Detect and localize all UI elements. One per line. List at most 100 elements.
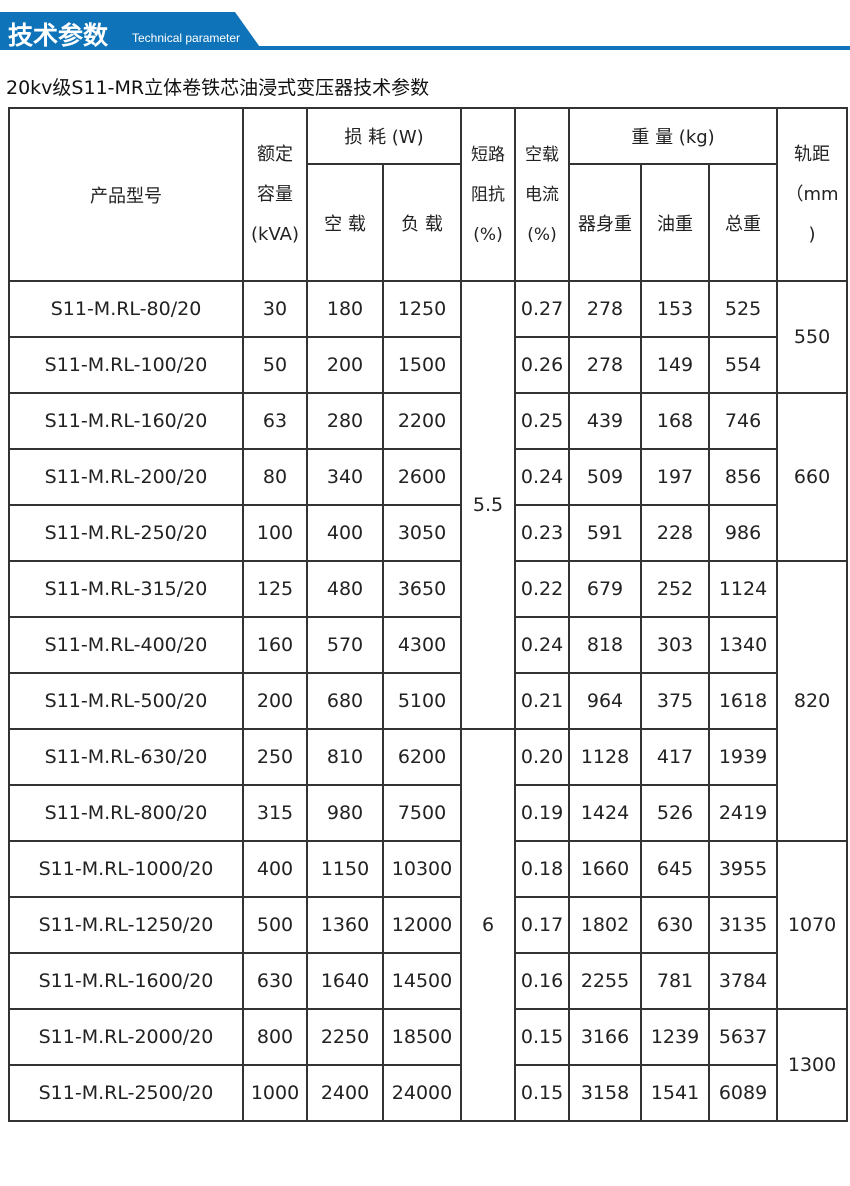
header-impedance: 短路 阻抗 (%) [460,107,517,282]
cell-weight-total: 1124 [708,560,779,618]
cell-noload-current: 0.20 [514,728,571,786]
header-loss-load: 负 载 [381,163,463,282]
cell-loss-load: 1500 [381,336,463,394]
cell-noload-current: 0.18 [514,840,571,898]
cell-weight-oil: 375 [640,672,711,730]
cell-model: S11-M.RL-500/20 [8,672,244,730]
cell-model: S11-M.RL-250/20 [8,504,244,562]
cell-weight-total: 525 [708,280,779,338]
cell-loss-load: 1250 [381,280,463,338]
cell-model: S11-M.RL-160/20 [8,392,244,450]
cell-weight-oil: 645 [640,840,711,898]
cell-model: S11-M.RL-400/20 [8,616,244,674]
cell-weight-body: 278 [568,336,643,394]
banner-line [0,46,850,50]
cell-weight-body: 964 [568,672,643,730]
cell-loss-noload: 810 [306,728,384,786]
cell-weight-total: 554 [708,336,779,394]
cell-weight-total: 3135 [708,896,779,954]
cell-loss-noload: 2400 [306,1064,384,1122]
cell-weight-total: 1618 [708,672,779,730]
cell-capacity: 250 [242,728,308,786]
table-row: S11-M.RL-250/20 100 400 3050 0.23 591 228 986 [8,504,847,562]
cell-loss-load: 2200 [381,392,463,450]
cell-capacity: 200 [242,672,308,730]
cell-capacity: 800 [242,1008,308,1066]
cell-capacity: 400 [242,840,308,898]
cell-loss-load: 3050 [381,504,463,562]
cell-weight-body: 509 [568,448,643,506]
cell-noload-current: 0.26 [514,336,571,394]
table-row: S11-M.RL-200/20 80 340 2600 0.24 509 197 856 [8,448,847,506]
table-row: S11-M.RL-80/20 30 180 1250 5.5 0.27 278 153 525 5… [8,280,849,730]
cell-weight-body: 1424 [568,784,643,842]
cell-loss-noload: 180 [306,280,384,338]
cell-capacity: 630 [242,952,308,1010]
cell-weight-total: 986 [708,504,779,562]
cell-weight-total: 6089 [708,1064,779,1122]
cell-weight-oil: 1541 [640,1064,711,1122]
cell-capacity: 315 [242,784,308,842]
cell-model: S11-M.RL-1000/20 [8,840,244,898]
cell-model: S11-M.RL-2000/20 [8,1008,244,1066]
cell-weight-total: 1939 [708,728,779,786]
table-row: S11-M.RL-630/20 250 810 6200 6 0.20 1128 417 193… [8,728,847,1122]
spec-table: 产品型号 额定 容量 (kVA) 损 耗 (W) 短路 阻抗 (%) 空载 电流 (%) 重… [8,107,849,1122]
table-row: S11-M.RL-400/20 160 570 4300 0.24 818 303 1340 [8,616,847,674]
cell-model: S11-M.RL-315/20 [8,560,244,618]
header-weight-oil: 油重 [640,163,711,282]
cell-capacity: 50 [242,336,308,394]
cell-noload-current: 0.21 [514,672,571,730]
cell-weight-oil: 781 [640,952,711,1010]
cell-loss-load: 12000 [381,896,463,954]
cell-capacity: 160 [242,616,308,674]
cell-weight-total: 1340 [708,616,779,674]
cell-model: S11-M.RL-200/20 [8,448,244,506]
cell-loss-noload: 480 [306,560,384,618]
cell-noload-current: 0.24 [514,448,571,506]
cell-loss-noload: 980 [306,784,384,842]
cell-noload-current: 0.19 [514,784,571,842]
cell-impedance: 6 [460,728,517,1122]
cell-noload-current: 0.15 [514,1064,571,1122]
cell-gauge: 820 [776,560,849,842]
cell-model: S11-M.RL-1600/20 [8,952,244,1010]
cell-weight-total: 3784 [708,952,779,1010]
cell-loss-load: 5100 [381,672,463,730]
cell-model: S11-M.RL-630/20 [8,728,244,786]
cell-loss-noload: 400 [306,504,384,562]
cell-weight-body: 278 [568,280,643,338]
cell-weight-oil: 252 [640,560,711,618]
cell-capacity: 125 [242,560,308,618]
cell-weight-oil: 228 [640,504,711,562]
cell-weight-body: 2255 [568,952,643,1010]
cell-noload-current: 0.15 [514,1008,571,1066]
cell-model: S11-M.RL-80/20 [8,280,244,338]
cell-noload-current: 0.27 [514,280,571,338]
cell-noload-current: 0.17 [514,896,571,954]
header-loss-noload: 空 载 [306,163,384,282]
cell-noload-current: 0.22 [514,560,571,618]
header-weight-total: 总重 [708,163,779,282]
table-row: S11-M.RL-100/20 50 200 1500 0.26 278 149 554 [8,336,847,394]
table-row: S11-M.RL-2500/20 1000 2400 24000 0.15 3158 154… [8,1064,847,1122]
table-title: 20kv级S11-MR立体卷铁芯油浸式变压器技术参数 [6,77,430,99]
cell-noload-current: 0.23 [514,504,571,562]
cell-gauge: 1300 [776,1008,849,1122]
cell-weight-total: 3955 [708,840,779,898]
cell-weight-body: 3158 [568,1064,643,1122]
cell-loss-load: 4300 [381,616,463,674]
cell-loss-load: 2600 [381,448,463,506]
table-row: S11-M.RL-1000/20 400 1150 10300 0.18 1660 645 3… [8,840,849,1010]
table-row: S11-M.RL-800/20 315 980 7500 0.19 1424 526 2419 [8,784,847,842]
header-gauge: 轨距 （mm) [776,107,849,282]
table-row: S11-M.RL-160/20 63 280 2200 0.25 439 168 746 660 [8,392,849,562]
cell-capacity: 30 [242,280,308,338]
table-row: S11-M.RL-1600/20 630 1640 14500 0.16 2255 781 3… [8,952,847,1010]
cell-weight-total: 856 [708,448,779,506]
header-capacity: 额定 容量 (kVA) [242,107,308,282]
cell-capacity: 100 [242,504,308,562]
cell-weight-body: 1802 [568,896,643,954]
cell-weight-total: 5637 [708,1008,779,1066]
cell-weight-oil: 630 [640,896,711,954]
